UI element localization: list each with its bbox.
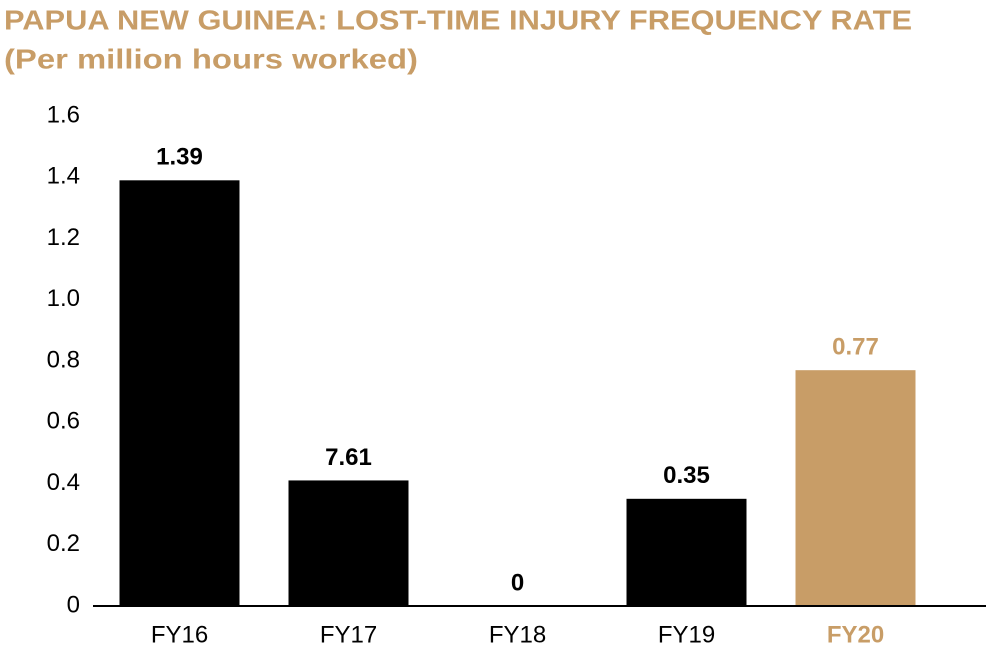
y-tick-label: 0.2	[47, 530, 80, 557]
bar	[119, 180, 240, 606]
y-tick-label: 1.6	[47, 101, 80, 128]
x-tick-label: FY18	[489, 621, 546, 648]
y-tick-label: 1.2	[47, 224, 80, 251]
y-tick-label: 1.4	[47, 163, 80, 190]
data-label: 0.35	[663, 462, 710, 489]
x-tick-label: FY16	[151, 621, 208, 648]
y-tick-label: 1.0	[47, 285, 80, 312]
x-tick-label: FY20	[827, 621, 884, 648]
chart-title: PAPUA NEW GUINEA: LOST-TIME INJURY FREQU…	[4, 4, 912, 35]
y-tick-label: 0.6	[47, 408, 80, 435]
bar	[795, 370, 916, 606]
data-label: 7.61	[325, 444, 372, 471]
data-label: 0.77	[832, 334, 879, 361]
x-tick-label: FY19	[658, 621, 715, 648]
chart-subtitle: (Per million hours worked)	[4, 43, 418, 74]
y-tick-label: 0	[67, 591, 80, 618]
bar	[288, 480, 409, 606]
y-tick-label: 0.4	[47, 469, 80, 496]
bar	[626, 498, 747, 606]
data-label: 1.39	[156, 144, 203, 171]
data-label: 0	[511, 569, 524, 596]
x-tick-label: FY17	[320, 621, 377, 648]
y-tick-label: 0.8	[47, 346, 80, 373]
